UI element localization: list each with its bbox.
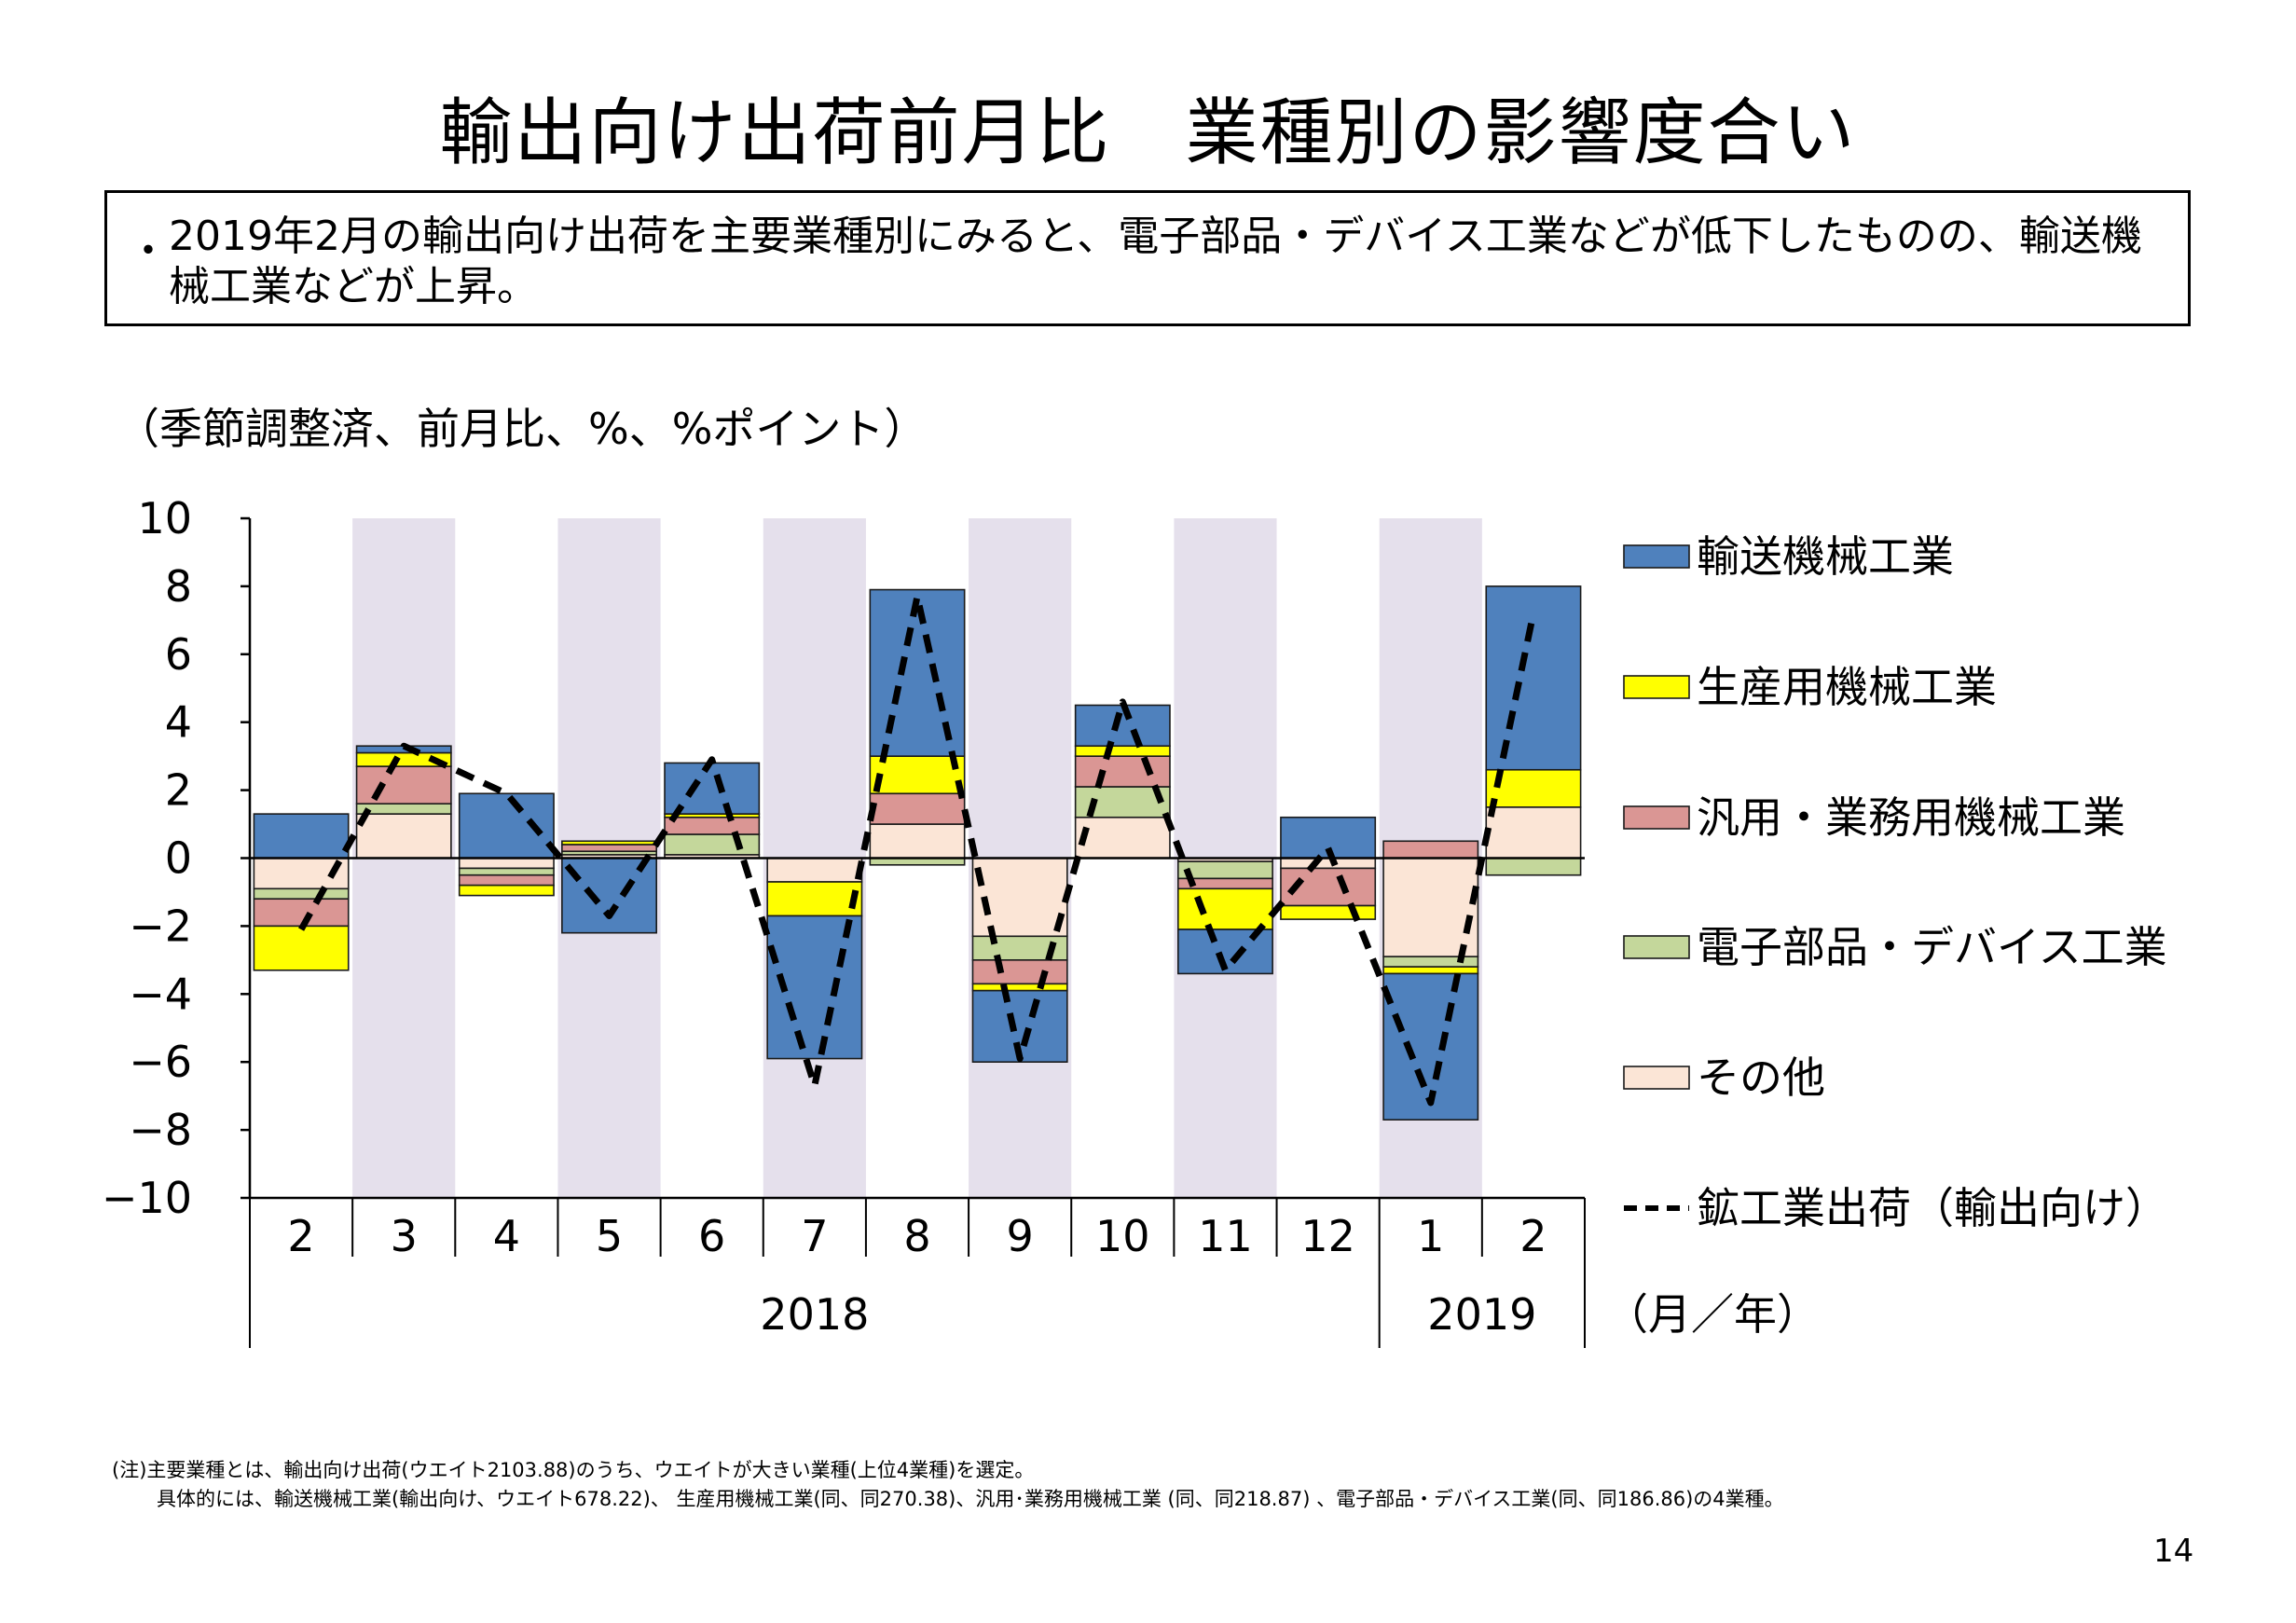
x-tick-label: 9 <box>1007 1211 1034 1261</box>
bar-segment <box>1485 585 1582 771</box>
bar-segment <box>1382 966 1479 975</box>
x-tick-label: 4 <box>493 1211 520 1261</box>
bar-segment <box>458 873 555 887</box>
y-tick-label: −2 <box>129 901 192 951</box>
legend-swatch <box>1623 935 1690 959</box>
x-tick-label: 6 <box>698 1211 725 1261</box>
x-tick-label: 3 <box>391 1211 418 1261</box>
bar-segment <box>971 983 1068 992</box>
bar-segment <box>971 857 1068 938</box>
legend-label: 輸送機械工業 <box>1697 531 1954 582</box>
bar-segment <box>355 813 452 860</box>
bar-segment <box>355 803 452 815</box>
x-tick-label: 10 <box>1095 1211 1150 1261</box>
x-tick-label: 2 <box>1519 1211 1547 1261</box>
bar-segment <box>355 765 452 805</box>
bar-segment <box>561 844 658 853</box>
bar-segment <box>1485 806 1582 860</box>
bar-segment <box>1074 755 1171 788</box>
x-tick-label: 1 <box>1417 1211 1444 1261</box>
y-tick-label: −6 <box>129 1037 192 1087</box>
bar-segment <box>1074 816 1171 860</box>
legend-swatch <box>1623 675 1690 699</box>
bar-segment <box>253 887 350 901</box>
bar-segment <box>253 925 350 971</box>
legend-swatch <box>1623 544 1690 569</box>
summary-bullet: ・ <box>128 227 169 275</box>
bar-segment <box>253 813 350 860</box>
x-tick-label: 7 <box>801 1211 828 1261</box>
footnote-line-1: (注)主要業種とは、輸出向け出荷(ウエイト2103.88)のうち、ウエイトが大き… <box>112 1459 1035 1481</box>
unit-label: （季節調整済、前月比、%、%ポイント） <box>117 404 927 454</box>
summary-box: ・ 2019年2月の輸出向け出荷を主要業種別にみると、電子部品・デバイス工業など… <box>104 190 2191 326</box>
y-tick-label: 8 <box>165 561 192 612</box>
page-number: 14 <box>2153 1533 2194 1570</box>
bar-segment <box>869 792 966 825</box>
bar-segment <box>1382 840 1479 860</box>
bar-segment <box>664 816 761 835</box>
legend-label: 生産用機械工業 <box>1697 662 1997 712</box>
bar-segment <box>766 857 863 883</box>
bar-segment <box>1485 857 1582 876</box>
y-tick-label: 2 <box>165 765 192 816</box>
y-tick-label: 6 <box>165 629 192 680</box>
bar-segment <box>869 823 966 860</box>
year-label: 2019 <box>1427 1289 1536 1340</box>
bar-segment <box>458 792 555 860</box>
bar-segment <box>1382 857 1479 958</box>
footnote-line-2: 具体的には、輸送機械工業(輸出向け、ウエイト678.22)、 生産用機械工業(同… <box>157 1488 1784 1510</box>
y-tick-label: −10 <box>102 1173 192 1223</box>
bar-segment <box>1074 704 1171 748</box>
x-tick-label: 12 <box>1300 1211 1355 1261</box>
y-tick-label: −8 <box>129 1105 192 1155</box>
year-label: 2018 <box>760 1289 869 1340</box>
bar-segment <box>253 898 350 928</box>
legend-label: その他 <box>1697 1052 1825 1103</box>
bar-segment <box>561 840 658 846</box>
bar-segment <box>1074 745 1171 757</box>
bar-segment <box>458 857 555 870</box>
x-tick-label: 8 <box>903 1211 930 1261</box>
y-tick-label: −4 <box>129 969 192 1019</box>
y-tick-label: 4 <box>165 697 192 748</box>
summary-text: 2019年2月の輸出向け出荷を主要業種別にみると、電子部品・デバイス工業などが低… <box>169 213 2142 310</box>
bar-segment <box>458 884 555 897</box>
y-tick-label: 0 <box>165 833 192 884</box>
x-tick-label: 2 <box>287 1211 314 1261</box>
bar-segment <box>1280 857 1377 870</box>
y-tick-label: 10 <box>137 493 192 543</box>
page-title: 輸出向け出荷前月比 業種別の影響度合い <box>439 91 1857 175</box>
x-unit-label: （月／年） <box>1605 1289 1820 1340</box>
bar-segment <box>971 959 1068 985</box>
legend-label: 汎用・業務用機械工業 <box>1697 792 2125 843</box>
bar-segment <box>458 867 555 876</box>
x-tick-label: 5 <box>596 1211 623 1261</box>
bar-segment <box>766 881 863 917</box>
legend-label: 鉱工業出荷（輸出向け） <box>1697 1183 2168 1233</box>
bar-segment <box>1176 887 1273 930</box>
x-tick-label: 11 <box>1198 1211 1253 1261</box>
legend: 輸送機械工業生産用機械工業汎用・業務用機械工業電子部品・デバイス工業その他鉱工業… <box>1623 531 2168 1233</box>
bar-segment <box>664 833 761 856</box>
legend-label: 電子部品・デバイス工業 <box>1697 922 2167 972</box>
bar-segment <box>1280 904 1377 920</box>
legend-swatch <box>1623 1066 1690 1090</box>
legend-swatch <box>1623 805 1690 830</box>
